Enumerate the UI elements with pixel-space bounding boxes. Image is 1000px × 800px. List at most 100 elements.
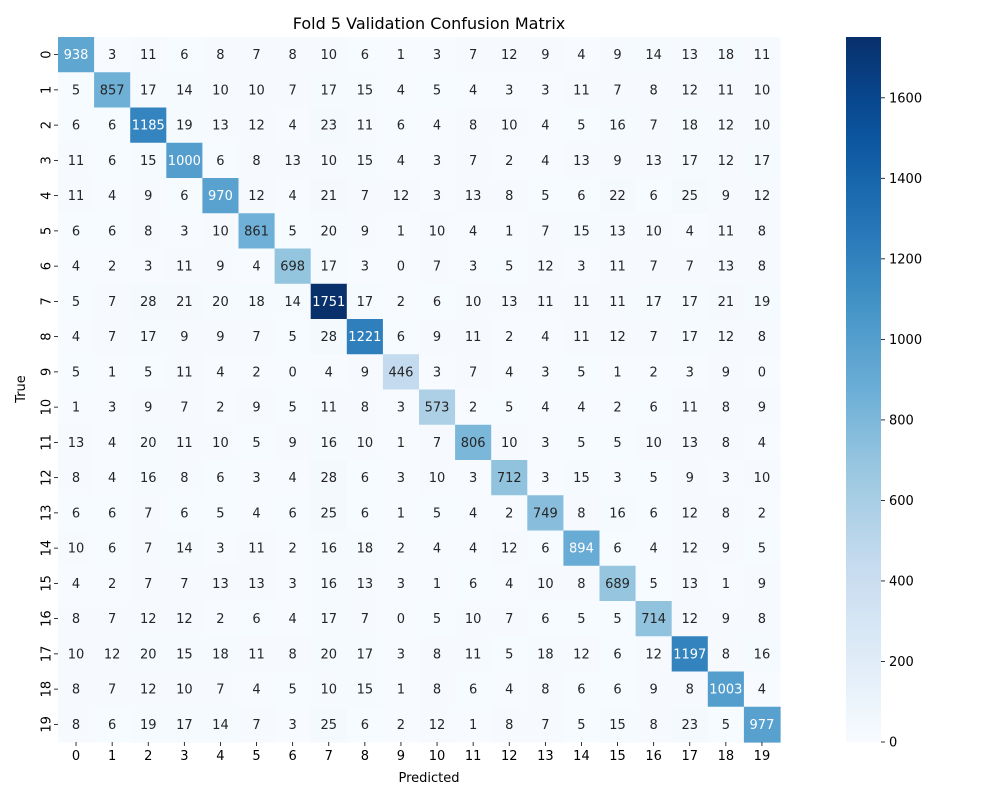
cell-value-label: 18: [248, 295, 265, 310]
heatmap-cell: [635, 565, 673, 602]
cell-value-label: 13: [212, 577, 229, 592]
cell-value-label: 8: [758, 330, 766, 345]
cell-value-label: 3: [361, 260, 369, 275]
y-tick-label: 8: [40, 332, 55, 340]
cell-value-label: 5: [72, 83, 80, 98]
heatmap-cell: [743, 424, 781, 461]
heatmap-cell: [202, 460, 240, 496]
heatmap-cell: [455, 213, 492, 250]
y-tick-label: 9: [40, 368, 55, 376]
heatmap-cell: [202, 319, 240, 355]
y-tick-label: 3: [40, 156, 55, 164]
cell-value-label: 12: [537, 260, 554, 275]
heatmap-cell: [166, 636, 203, 673]
heatmap-cell: [671, 706, 709, 743]
heatmap-cell: [491, 601, 528, 637]
cell-value-label: 4: [541, 330, 549, 345]
cell-value-label: 11: [537, 295, 554, 310]
heatmap-cell: [491, 460, 528, 496]
heatmap-cell: [274, 601, 312, 637]
cell-value-label: 7: [361, 612, 369, 627]
cell-value-label: 16: [140, 471, 157, 486]
cell-value-label: 19: [754, 295, 771, 310]
cell-value-label: 12: [681, 612, 698, 627]
cell-value-label: 6: [469, 683, 477, 698]
cell-value-label: 5: [577, 436, 585, 451]
heatmap-cell: [743, 671, 781, 708]
heatmap-cell: [527, 354, 564, 391]
heatmap-cell: [238, 601, 276, 637]
heatmap-cell: [130, 72, 167, 109]
heatmap-cell: [238, 283, 276, 320]
y-tick-label: 16: [40, 610, 55, 627]
cell-value-label: 18: [537, 647, 554, 662]
cell-value-label: 1: [613, 365, 621, 380]
cell-value-label: 1: [397, 48, 405, 63]
heatmap-cell: [635, 460, 673, 496]
cell-value-label: 6: [108, 154, 116, 169]
heatmap-cell: [527, 178, 564, 214]
heatmap-cell: [491, 178, 528, 214]
cell-value-label: 3: [722, 471, 730, 486]
cell-value-label: 7: [433, 260, 441, 275]
colorbar-tick-label: 800: [889, 413, 914, 428]
heatmap-cell: [635, 178, 673, 214]
heatmap-cell: [635, 495, 673, 532]
heatmap-cell: [238, 636, 276, 673]
heatmap-cell: [743, 37, 781, 73]
cell-value-label: 7: [144, 542, 152, 557]
heatmap-cell: [346, 636, 384, 673]
cell-value-label: 894: [569, 542, 594, 557]
heatmap-cell: [202, 706, 240, 743]
heatmap-cell: [563, 142, 601, 179]
x-tick-label: 14: [573, 749, 590, 764]
cell-value-label: 8: [216, 48, 224, 63]
heatmap-cell: [671, 389, 709, 426]
cell-value-label: 28: [320, 330, 337, 345]
heatmap-cell: [455, 178, 492, 214]
cell-value-label: 8: [361, 401, 369, 416]
cell-value-label: 714: [641, 612, 666, 627]
heatmap-cell: [310, 354, 348, 391]
heatmap-cell: [419, 530, 456, 567]
colorbar-tick-label: 1600: [889, 91, 922, 106]
heatmap-cell: [419, 424, 456, 461]
cell-value-label: 857: [100, 83, 125, 98]
heatmap-cell: [346, 389, 384, 426]
heatmap-cell: [743, 354, 781, 391]
heatmap-cell: [346, 72, 384, 109]
cell-value-label: 10: [754, 471, 771, 486]
heatmap-cell: [202, 37, 240, 73]
heatmap-cell: [707, 460, 745, 496]
heatmap-cell: [491, 424, 528, 461]
heatmap-cell: [599, 424, 637, 461]
heatmap-cell: [419, 72, 456, 109]
cell-value-label: 7: [433, 436, 441, 451]
cell-value-label: 11: [176, 436, 193, 451]
cell-value-label: 806: [461, 436, 486, 451]
cell-value-label: 10: [465, 295, 482, 310]
heatmap-cell: [743, 107, 781, 144]
cell-value-label: 20: [212, 295, 229, 310]
cell-value-label: 6: [361, 718, 369, 733]
heatmap-cell: [346, 248, 384, 285]
heatmap-cell: [202, 354, 240, 391]
heatmap-cell: [130, 495, 167, 532]
heatmap-cell: [238, 142, 276, 179]
cell-value-label: 7: [252, 48, 260, 63]
cell-value-label: 6: [289, 506, 297, 521]
heatmap-cell: [382, 178, 420, 214]
cell-value-label: 3: [180, 224, 188, 239]
cell-value-label: 9: [722, 612, 730, 627]
chart-title: Fold 5 Validation Confusion Matrix: [293, 14, 566, 33]
cell-value-label: 18: [681, 119, 698, 134]
heatmap-cell: [455, 495, 492, 532]
heatmap-cell: [707, 178, 745, 214]
heatmap-cell: [635, 354, 673, 391]
cell-value-label: 10: [320, 683, 337, 698]
heatmap-cell: [599, 248, 637, 285]
cell-value-label: 977: [750, 718, 775, 733]
heatmap-cell: [671, 178, 709, 214]
heatmap-cell: [527, 72, 564, 109]
